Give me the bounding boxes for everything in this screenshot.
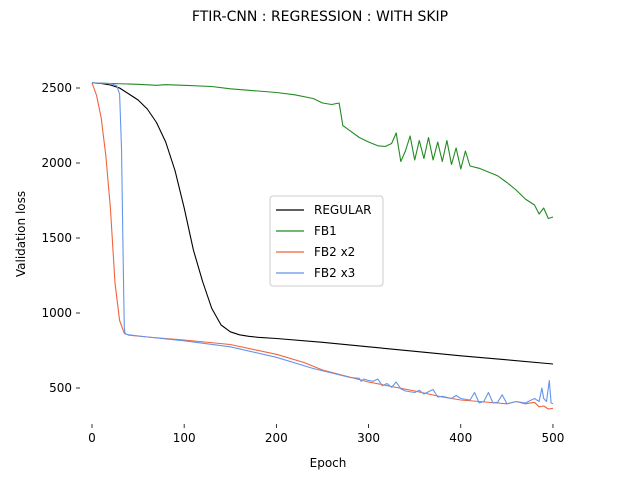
y-axis-ticks: 500 1000 1500 2000 2500 (41, 81, 80, 395)
plot-lines (91, 82, 554, 410)
legend-label: FB2 x2 (314, 245, 355, 259)
x-tick-label: 100 (173, 431, 196, 445)
x-axis-ticks: 0 100 200 300 400 500 (88, 424, 564, 445)
y-tick-label: 500 (49, 381, 72, 395)
y-tick-label: 2000 (41, 156, 72, 170)
x-tick-label: 200 (265, 431, 288, 445)
x-tick-label: 400 (449, 431, 472, 445)
legend: REGULAR FB1 FB2 x2 FB2 x3 (269, 195, 384, 287)
legend-label: REGULAR (314, 203, 372, 217)
legend-box (269, 195, 384, 287)
y-tick-label: 1000 (41, 306, 72, 320)
y-tick-label: 1500 (41, 231, 72, 245)
y-axis-label: Validation loss (14, 191, 28, 277)
series-line-3 (91, 82, 554, 405)
legend-label: FB1 (314, 224, 337, 238)
x-axis-label: Epoch (310, 456, 347, 470)
y-tick-label: 2500 (41, 81, 72, 95)
series-line-1 (91, 82, 554, 220)
x-tick-label: 0 (88, 431, 96, 445)
x-tick-label: 500 (541, 431, 564, 445)
x-tick-label: 300 (357, 431, 380, 445)
series-line-0 (91, 82, 554, 365)
series-line-2 (91, 82, 554, 410)
chart-title: FTIR-CNN : REGRESSION : WITH SKIP (192, 9, 448, 25)
legend-label: FB2 x3 (314, 266, 355, 280)
